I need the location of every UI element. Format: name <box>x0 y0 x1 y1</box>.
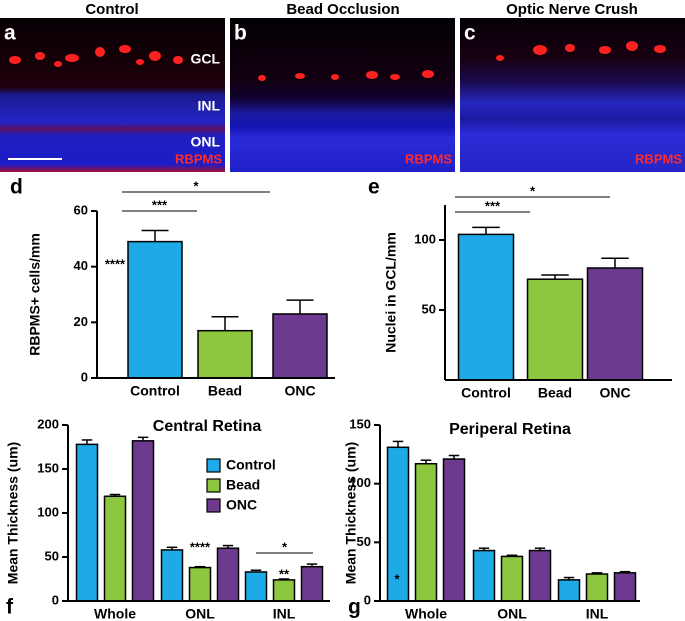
legend-swatch <box>206 458 221 473</box>
x-tick-label: ONC <box>599 385 630 401</box>
y-tick-label: 50 <box>422 301 436 316</box>
bar <box>272 579 296 602</box>
y-axis-label: RBPMS+ cells/mm <box>27 233 43 356</box>
x-tick-label: Control <box>461 385 511 401</box>
bar <box>272 313 328 379</box>
significance-label: **** <box>190 539 211 554</box>
stain-label: RBPMS <box>635 151 682 166</box>
cell-dots <box>496 41 666 61</box>
chart-title: Periperal Retina <box>449 421 571 438</box>
significance-label: * <box>394 571 400 586</box>
x-tick-label: INL <box>273 606 296 621</box>
y-tick-label: 150 <box>37 460 59 475</box>
x-tick-label: ONC <box>284 383 315 399</box>
stain-label: RBPMS <box>175 151 222 166</box>
bar <box>300 565 324 602</box>
y-axis-label: Mean Thickness (um) <box>343 442 359 584</box>
significance-label: *** <box>485 198 501 213</box>
bar <box>613 572 637 602</box>
image-title: Bead Occlusion <box>286 1 399 18</box>
panel-letter: e <box>368 176 380 199</box>
x-tick-label: Whole <box>94 606 136 621</box>
bar <box>500 555 524 602</box>
y-tick-label: 200 <box>37 416 59 431</box>
bar <box>103 495 127 602</box>
y-tick-label: 100 <box>349 475 371 490</box>
stain-label: RBPMS <box>405 151 452 166</box>
y-tick-label: 60 <box>74 202 88 217</box>
image-title: Optic Nerve Crush <box>506 1 638 18</box>
x-tick-label: Bead <box>538 385 572 401</box>
panel-letter: g <box>348 596 361 619</box>
x-tick-label: Bead <box>208 383 242 399</box>
x-tick-label: Control <box>130 383 180 399</box>
bar <box>216 547 240 602</box>
x-tick-label: ONL <box>185 606 215 621</box>
x-tick-label: Whole <box>405 606 447 621</box>
bar <box>127 240 183 379</box>
bar <box>528 549 552 602</box>
layer-label: GCL <box>190 51 220 67</box>
y-axis-label: Nuclei in GCL/mm <box>383 232 399 353</box>
layer-label: INL <box>197 98 220 114</box>
legend-label: Bead <box>226 477 260 493</box>
legend-swatch <box>206 478 221 493</box>
chart-title: Central Retina <box>153 418 262 435</box>
bar <box>442 458 466 602</box>
cell-dots <box>9 45 183 67</box>
bar <box>244 571 268 602</box>
bar <box>75 443 99 602</box>
bar <box>557 579 581 602</box>
bar <box>160 549 184 602</box>
significance-label: * <box>282 539 288 554</box>
panel-letter: d <box>10 176 23 199</box>
legend-swatch <box>206 498 221 513</box>
bar <box>472 549 496 602</box>
y-tick-label: 40 <box>74 258 88 273</box>
bar <box>457 233 515 381</box>
panel-letter: b <box>234 22 247 45</box>
significance-label: ** <box>279 566 290 581</box>
legend-label: Control <box>226 457 276 473</box>
y-tick-label: 100 <box>414 231 436 246</box>
micrograph-c <box>460 18 685 172</box>
panel-letter: a <box>4 22 16 45</box>
y-tick-label: 150 <box>349 416 371 431</box>
x-tick-label: ONL <box>497 606 527 621</box>
layer-label: ONL <box>190 134 220 150</box>
panel-letter: c <box>464 22 476 45</box>
bar <box>586 267 644 381</box>
image-title: Control <box>85 1 138 18</box>
micrograph-b <box>230 18 455 172</box>
y-axis-label: Mean Thickness (um) <box>5 442 21 584</box>
bar <box>188 566 212 602</box>
y-tick-label: 0 <box>52 592 59 607</box>
y-tick-label: 100 <box>37 504 59 519</box>
significance-label: **** <box>105 256 126 271</box>
bar <box>414 462 438 602</box>
significance-label: * <box>530 183 536 198</box>
y-tick-label: 0 <box>364 592 371 607</box>
bar <box>131 440 155 602</box>
y-tick-label: 50 <box>45 548 59 563</box>
bar <box>526 278 584 381</box>
significance-label: *** <box>152 197 168 212</box>
x-tick-label: INL <box>586 606 609 621</box>
y-tick-label: 20 <box>74 314 88 329</box>
y-tick-label: 50 <box>357 534 371 549</box>
panel-letter: f <box>6 596 14 619</box>
micrograph-a <box>0 18 225 172</box>
cell-dots <box>258 70 434 81</box>
bar <box>585 573 609 602</box>
y-tick-label: 0 <box>81 369 88 384</box>
significance-label: * <box>193 178 199 193</box>
legend-label: ONC <box>226 497 257 513</box>
bar <box>197 329 253 379</box>
